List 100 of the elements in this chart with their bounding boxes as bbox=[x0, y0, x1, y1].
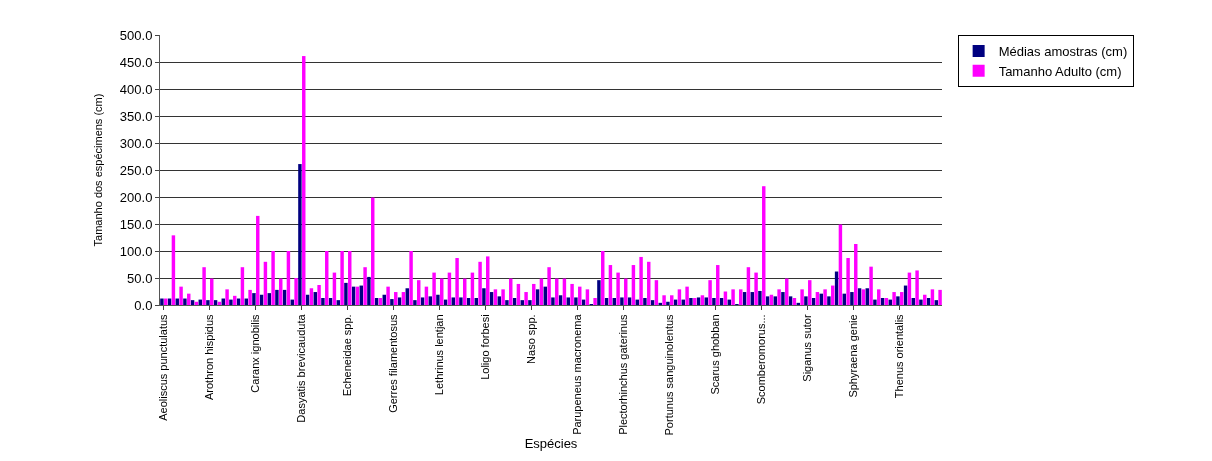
bar bbox=[892, 292, 896, 305]
bar bbox=[765, 296, 770, 305]
bar bbox=[731, 289, 735, 305]
bar bbox=[451, 297, 455, 305]
bar bbox=[804, 296, 808, 305]
x-tick-label: Portunus sanguinolentus bbox=[663, 313, 676, 436]
x-tick-label: Dasyatis brevicauduta bbox=[295, 313, 308, 423]
x-tick-label: Naso spp. bbox=[525, 314, 538, 364]
bar bbox=[397, 297, 402, 305]
bar bbox=[363, 267, 367, 305]
bar bbox=[938, 289, 942, 305]
x-tick-label: Plectorhinchus gaterinus bbox=[617, 313, 630, 435]
x-tick-label: Lethrinus lentjan bbox=[433, 314, 446, 396]
x-tick-label: Scarus ghobban bbox=[709, 314, 722, 395]
x-tick-label: Aeoliscus punctulatus bbox=[157, 313, 170, 421]
bar bbox=[386, 286, 390, 305]
bar bbox=[689, 297, 693, 305]
bar bbox=[252, 293, 256, 305]
y-tick-label: 300.0 bbox=[119, 135, 153, 151]
bar bbox=[524, 292, 528, 305]
y-axis-title: Tamanho dos espécimens (cm) bbox=[91, 93, 104, 247]
x-tick-label: Gerres filamentosus bbox=[387, 313, 400, 413]
bar bbox=[482, 288, 486, 305]
x-tick-label: Caranx ignobilis bbox=[249, 313, 262, 393]
bar bbox=[420, 297, 425, 305]
bar bbox=[432, 272, 436, 305]
y-tick-label: 250.0 bbox=[119, 162, 153, 178]
bar bbox=[275, 289, 279, 305]
y-tick-label: 50.0 bbox=[127, 270, 153, 286]
bar bbox=[321, 297, 325, 305]
bar bbox=[566, 297, 570, 305]
bar bbox=[455, 258, 459, 305]
bar bbox=[505, 300, 509, 305]
x-tick-label: Echeneidae spp. bbox=[341, 314, 354, 397]
bar bbox=[413, 300, 417, 305]
bar bbox=[773, 296, 777, 305]
bar bbox=[160, 298, 164, 305]
bar bbox=[501, 289, 505, 305]
bar bbox=[367, 276, 371, 305]
bar bbox=[781, 292, 785, 305]
bar bbox=[436, 294, 440, 305]
bar bbox=[294, 278, 298, 305]
y-tick-label: 200.0 bbox=[119, 189, 153, 205]
bar bbox=[754, 272, 758, 305]
bar bbox=[593, 297, 597, 305]
bar bbox=[896, 296, 900, 305]
bar bbox=[459, 297, 463, 305]
y-tick-label: 100.0 bbox=[119, 243, 153, 259]
bar bbox=[758, 290, 762, 305]
x-tick-label: Loligo forbesi bbox=[479, 314, 492, 380]
bar bbox=[570, 283, 574, 305]
bar bbox=[850, 292, 854, 305]
bar bbox=[666, 301, 670, 305]
bar bbox=[409, 251, 413, 305]
bar bbox=[551, 297, 555, 305]
x-tick-label: Parupeneus macronema bbox=[571, 313, 584, 435]
bar bbox=[179, 286, 183, 305]
bar bbox=[574, 297, 578, 305]
y-tick-label: 500.0 bbox=[119, 27, 153, 43]
bar bbox=[478, 261, 482, 305]
x-tick-label: Siganus sutor bbox=[801, 314, 814, 382]
legend-label: Médias amostras (cm) bbox=[998, 44, 1128, 60]
bar bbox=[271, 251, 275, 305]
x-tick-label: Scomberomorus... bbox=[755, 314, 768, 405]
y-tick-label: 350.0 bbox=[119, 108, 153, 124]
bar bbox=[317, 285, 321, 305]
bar bbox=[183, 298, 187, 305]
bar bbox=[428, 296, 432, 305]
bar bbox=[919, 299, 923, 305]
y-tick-label: 150.0 bbox=[119, 216, 153, 232]
bar bbox=[340, 251, 344, 305]
bar bbox=[846, 258, 850, 305]
x-tick-label: Arothron hispidus bbox=[203, 313, 216, 401]
bar bbox=[777, 289, 781, 305]
bar bbox=[597, 280, 601, 305]
bar bbox=[497, 296, 501, 305]
bar bbox=[685, 286, 689, 305]
bar bbox=[528, 300, 532, 305]
bar bbox=[639, 256, 643, 305]
bar bbox=[823, 289, 827, 305]
bar bbox=[547, 267, 551, 305]
bar bbox=[827, 296, 831, 305]
bar bbox=[620, 297, 624, 305]
bar bbox=[616, 272, 620, 305]
bar bbox=[800, 289, 804, 305]
bar bbox=[390, 299, 394, 305]
y-tick-label: 400.0 bbox=[119, 81, 153, 97]
bar bbox=[298, 164, 302, 305]
bar bbox=[696, 297, 701, 305]
bar bbox=[869, 266, 873, 305]
bar bbox=[708, 280, 712, 305]
bar bbox=[202, 267, 206, 305]
y-tick-label: 450.0 bbox=[119, 54, 153, 70]
bar bbox=[225, 289, 229, 305]
legend-label: Tamanho Adulto (cm) bbox=[998, 63, 1122, 79]
bar bbox=[915, 270, 919, 305]
bar bbox=[206, 300, 210, 305]
x-tick-label: Thenus orientalis bbox=[893, 313, 906, 399]
bar bbox=[248, 289, 252, 305]
x-axis-title: Espécies bbox=[524, 436, 578, 452]
